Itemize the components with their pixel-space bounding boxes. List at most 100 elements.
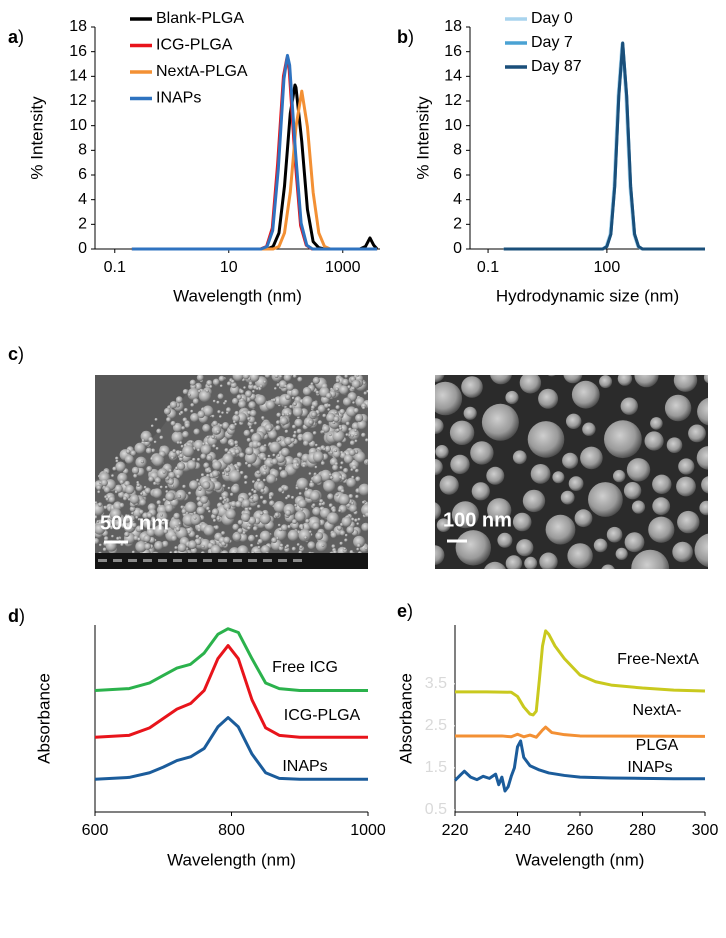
particle bbox=[190, 403, 195, 407]
particle bbox=[311, 411, 317, 418]
particle bbox=[269, 500, 275, 507]
particle bbox=[274, 512, 280, 518]
particle bbox=[157, 468, 169, 480]
particle bbox=[245, 447, 254, 456]
particle bbox=[285, 509, 292, 516]
particle bbox=[243, 475, 248, 480]
particle bbox=[255, 387, 259, 391]
particle bbox=[672, 541, 693, 563]
particle bbox=[330, 531, 337, 539]
particle bbox=[463, 406, 477, 420]
particle bbox=[297, 499, 307, 509]
particle bbox=[512, 450, 527, 465]
particle bbox=[175, 396, 183, 404]
particle bbox=[200, 495, 209, 504]
particle bbox=[227, 486, 231, 490]
particle bbox=[156, 428, 162, 434]
particle bbox=[154, 418, 158, 421]
y-tick-label: 1.5 bbox=[425, 759, 447, 776]
particle bbox=[293, 430, 297, 434]
particle bbox=[249, 409, 257, 417]
particle bbox=[232, 451, 236, 456]
particle bbox=[102, 547, 107, 552]
particle bbox=[348, 494, 354, 499]
y-tick-label: 0 bbox=[78, 240, 87, 257]
particle bbox=[342, 397, 352, 407]
particle bbox=[703, 375, 708, 384]
particle bbox=[291, 396, 295, 400]
particle bbox=[354, 433, 358, 437]
particle bbox=[153, 440, 157, 444]
sem-info-mark bbox=[143, 559, 152, 562]
particle bbox=[203, 524, 215, 536]
particle bbox=[246, 437, 251, 443]
particle bbox=[230, 379, 235, 384]
particle bbox=[130, 450, 137, 456]
particle bbox=[292, 375, 297, 378]
particle bbox=[216, 516, 221, 521]
particle bbox=[239, 389, 244, 394]
particle bbox=[305, 487, 308, 491]
y-tick-label: 4 bbox=[453, 191, 462, 208]
particle bbox=[161, 540, 169, 548]
particle bbox=[259, 384, 263, 388]
legend-label: Day 7 bbox=[531, 34, 573, 51]
data-line bbox=[455, 725, 706, 739]
particle bbox=[268, 428, 272, 432]
particle bbox=[341, 476, 345, 481]
data-line bbox=[131, 83, 379, 251]
particle bbox=[131, 522, 137, 528]
particle bbox=[325, 392, 332, 399]
particle bbox=[335, 493, 339, 497]
series-label: INAPs bbox=[282, 758, 327, 775]
particle bbox=[188, 491, 192, 495]
particle bbox=[184, 501, 197, 514]
particle bbox=[222, 422, 230, 430]
particle bbox=[248, 507, 252, 511]
particle bbox=[248, 516, 257, 525]
particle bbox=[314, 465, 318, 469]
particle bbox=[241, 499, 251, 508]
particle bbox=[195, 487, 207, 499]
particle bbox=[189, 480, 199, 490]
particle bbox=[152, 522, 156, 527]
particle bbox=[266, 474, 276, 484]
particle bbox=[181, 426, 186, 430]
particle bbox=[326, 412, 336, 423]
particle bbox=[252, 480, 255, 484]
particle bbox=[163, 529, 168, 534]
particle bbox=[212, 460, 222, 471]
particle bbox=[196, 496, 201, 502]
particle bbox=[260, 488, 265, 493]
particle bbox=[103, 505, 108, 510]
particle bbox=[285, 544, 290, 548]
particle bbox=[263, 466, 267, 470]
particle bbox=[197, 410, 205, 419]
particle bbox=[505, 390, 519, 405]
particle bbox=[138, 509, 144, 515]
particle bbox=[262, 478, 266, 482]
particle bbox=[164, 504, 174, 513]
particle bbox=[300, 507, 304, 511]
particle bbox=[265, 400, 276, 410]
particle bbox=[283, 456, 295, 467]
particle bbox=[114, 490, 118, 494]
particle bbox=[182, 445, 195, 458]
particle bbox=[580, 446, 603, 470]
particle bbox=[169, 401, 178, 409]
particle bbox=[202, 481, 211, 490]
particle bbox=[303, 535, 308, 540]
particle bbox=[361, 522, 368, 532]
particle bbox=[259, 513, 271, 525]
particle bbox=[650, 417, 663, 430]
particle bbox=[644, 431, 664, 451]
particle bbox=[566, 413, 582, 429]
particle bbox=[699, 500, 708, 516]
particle bbox=[283, 485, 289, 492]
particle bbox=[146, 527, 156, 537]
particle bbox=[278, 466, 283, 471]
particle bbox=[539, 552, 558, 569]
particle bbox=[95, 515, 98, 519]
particle bbox=[176, 462, 186, 471]
particle bbox=[144, 487, 151, 494]
